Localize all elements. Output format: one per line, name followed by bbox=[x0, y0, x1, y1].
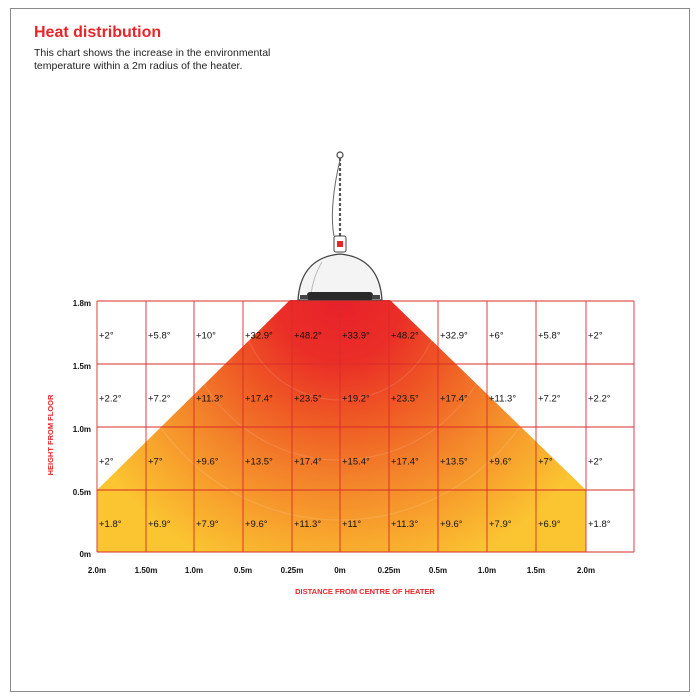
cell-value: +5.8° bbox=[148, 331, 171, 342]
cell-value: +17.4° bbox=[391, 457, 419, 468]
cell-value: +11.3° bbox=[294, 519, 321, 530]
cell-value: +2.2° bbox=[588, 394, 611, 405]
cell-value: +48.2° bbox=[391, 331, 419, 342]
x-tick-label: 0m bbox=[334, 566, 346, 575]
cell-value: +33.9° bbox=[342, 331, 370, 342]
x-tick-label: 2.0m bbox=[577, 566, 595, 575]
cell-value: +9.6° bbox=[196, 457, 219, 468]
cell-value: +1.8° bbox=[99, 519, 122, 530]
cell-value: +17.4° bbox=[294, 457, 322, 468]
cell-value: +9.6° bbox=[440, 519, 463, 530]
y-tick-label: 0.5m bbox=[73, 488, 91, 497]
axis-ticks: 1.8m 1.5m 1.0m 0.5m 0m 2.0m 1.50m 1.0m 0.5m 0.25m… bbox=[73, 299, 595, 575]
cell-value: +2° bbox=[588, 331, 603, 342]
chart-description: This chart shows the increase in the env… bbox=[34, 47, 271, 72]
x-tick-label: 1.0m bbox=[478, 566, 496, 575]
x-tick-label: 0.25m bbox=[281, 566, 304, 575]
cell-value: +23.5° bbox=[294, 394, 322, 405]
y-tick-label: 1.5m bbox=[73, 362, 91, 371]
chart-frame bbox=[10, 8, 690, 692]
chart-grid bbox=[96, 300, 635, 553]
y-tick-label: 1.0m bbox=[73, 425, 91, 434]
cell-value: +32.9° bbox=[245, 331, 273, 342]
x-tick-label: 1.5m bbox=[527, 566, 545, 575]
cell-value: +9.6° bbox=[489, 457, 512, 468]
cell-value: +2.2° bbox=[99, 394, 122, 405]
page-title: Heat distribution bbox=[34, 24, 162, 41]
cell-value: +19.2° bbox=[342, 394, 370, 405]
cell-value: +15.4° bbox=[342, 457, 370, 468]
cell-value: +7° bbox=[538, 457, 553, 468]
heater-icon bbox=[297, 151, 383, 301]
cell-value: +7.2° bbox=[148, 394, 171, 405]
cell-value: +32.9° bbox=[440, 331, 468, 342]
cell-value: +5.8° bbox=[538, 331, 561, 342]
cell-value: +7° bbox=[148, 457, 163, 468]
cell-value: +11.3° bbox=[196, 394, 223, 405]
cell-labels: +2° +5.8° +10° +32.9° +48.2° +33.9° +48.2° +32.… bbox=[99, 331, 611, 531]
cell-value: +9.6° bbox=[245, 519, 268, 530]
x-tick-label: 2.0m bbox=[88, 566, 106, 575]
y-axis-title: HEIGHT FROM FLOOR bbox=[46, 394, 55, 475]
cell-value: +48.2° bbox=[294, 331, 322, 342]
cell-value: +11.3° bbox=[489, 394, 516, 405]
cell-value: +7.9° bbox=[489, 519, 512, 530]
cell-value: +6.9° bbox=[538, 519, 561, 530]
cell-value: +17.4° bbox=[440, 394, 468, 405]
cell-value: +2° bbox=[588, 457, 603, 468]
cell-value: +2° bbox=[99, 457, 114, 468]
cell-value: +11° bbox=[342, 519, 361, 530]
cell-value: +13.5° bbox=[440, 457, 468, 468]
cell-value: +6.9° bbox=[148, 519, 171, 530]
cell-value: +17.4° bbox=[245, 394, 273, 405]
y-tick-label: 1.8m bbox=[73, 299, 91, 308]
cell-value: +7.9° bbox=[196, 519, 219, 530]
cell-value: +2° bbox=[99, 331, 114, 342]
cell-value: +13.5° bbox=[245, 457, 273, 468]
cell-value: +11.3° bbox=[391, 519, 418, 530]
cell-value: +23.5° bbox=[391, 394, 419, 405]
heat-zone bbox=[97, 300, 586, 552]
x-tick-label: 0.5m bbox=[234, 566, 252, 575]
cell-value: +6° bbox=[489, 331, 504, 342]
x-tick-label: 1.50m bbox=[135, 566, 158, 575]
cell-value: +1.8° bbox=[588, 519, 611, 530]
x-tick-label: 0.5m bbox=[429, 566, 447, 575]
x-tick-label: 0.25m bbox=[378, 566, 401, 575]
x-axis-title: DISTANCE FROM CENTRE OF HEATER bbox=[295, 587, 435, 596]
y-tick-label: 0m bbox=[79, 550, 91, 559]
cell-value: +7.2° bbox=[538, 394, 561, 405]
x-tick-label: 1.0m bbox=[185, 566, 203, 575]
cell-value: +10° bbox=[196, 331, 216, 342]
